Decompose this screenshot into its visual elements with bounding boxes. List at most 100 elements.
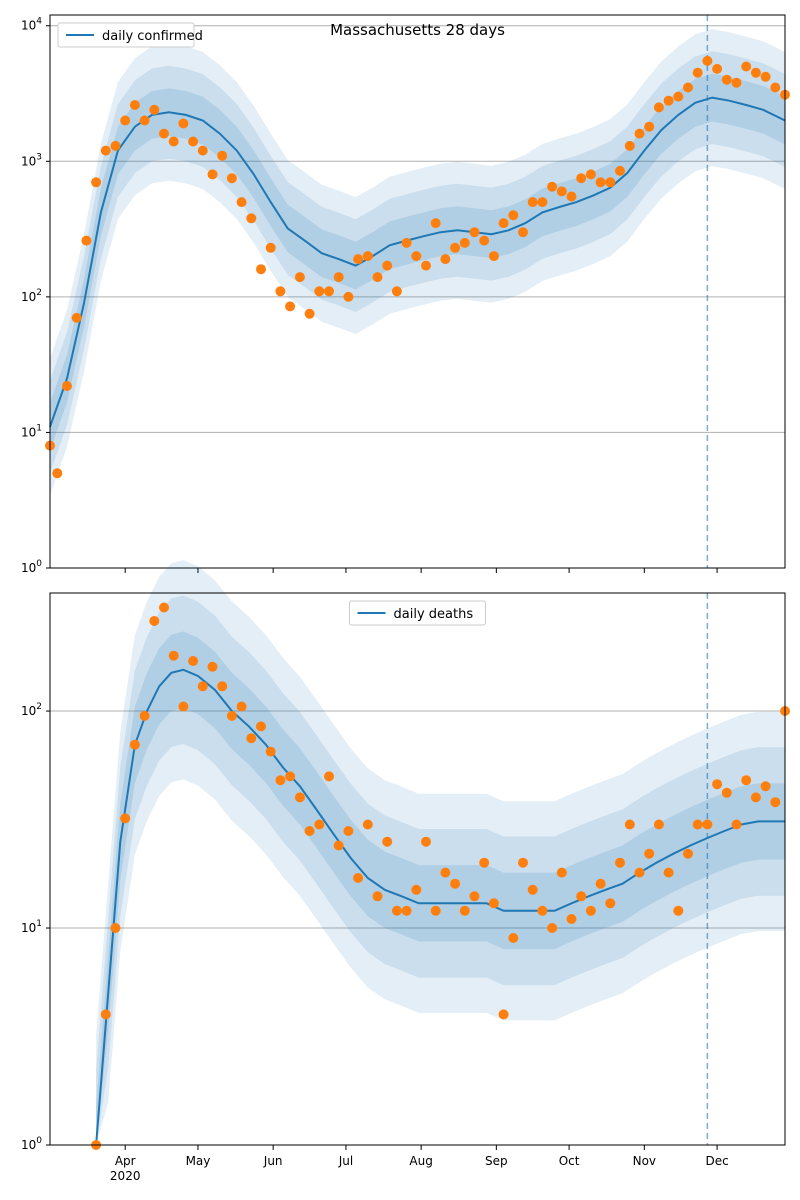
data-point (702, 55, 713, 66)
data-point (401, 905, 412, 916)
data-point (362, 819, 373, 830)
y-tick-label: 100 (21, 559, 42, 575)
data-point (459, 237, 470, 248)
axes-frame (49, 592, 786, 1146)
data-point (333, 840, 344, 851)
data-point (197, 145, 208, 156)
data-point (624, 819, 635, 830)
data-point (653, 102, 664, 113)
data-point (721, 787, 732, 798)
data-point (343, 826, 354, 836)
data-point (702, 819, 713, 830)
data-point (120, 813, 131, 824)
chart-title: Massachusetts 28 days (330, 21, 505, 39)
data-point (770, 797, 781, 808)
data-point (585, 905, 596, 916)
x-tick-label: Aug (409, 1154, 432, 1168)
data-point (566, 914, 577, 924)
data-point (576, 173, 587, 184)
data-point (673, 91, 684, 102)
x-tick-label: Jun (263, 1154, 283, 1168)
x-tick-label: Dec (705, 1154, 728, 1168)
data-point (246, 733, 257, 744)
data-point (236, 197, 247, 208)
data-point (615, 857, 625, 868)
data-point (265, 746, 276, 757)
data-point (411, 884, 422, 895)
data-point (217, 150, 228, 161)
data-point (188, 136, 199, 147)
x-tick-label: Nov (633, 1154, 656, 1168)
data-point (712, 63, 723, 74)
data-point (692, 67, 703, 78)
y-tick-label: 100 (21, 1136, 42, 1152)
y-tick-label: 101 (21, 919, 42, 935)
data-point (479, 857, 490, 868)
data-point (343, 291, 354, 302)
legend-box (349, 600, 486, 626)
data-point (498, 1009, 509, 1020)
data-point (527, 884, 538, 895)
data-point (566, 191, 577, 202)
data-point (314, 819, 325, 830)
data-point (556, 867, 567, 878)
data-point (120, 115, 131, 126)
data-point (644, 121, 655, 132)
data-point (469, 891, 480, 902)
data-point (634, 867, 645, 878)
data-point (459, 905, 470, 916)
chart-panel-1: 100 101 102 103 104 Massachusetts 28 days dail… (21, 14, 790, 575)
data-point (634, 128, 645, 139)
data-point (663, 95, 674, 106)
data-point (353, 873, 364, 883)
data-point (624, 140, 635, 151)
legend-box (57, 22, 195, 48)
data-point (556, 186, 567, 197)
data-point (547, 923, 558, 933)
data-point (537, 197, 548, 208)
data-point (372, 891, 383, 902)
legend-label: daily confirmed (102, 29, 203, 44)
data-point (585, 169, 596, 180)
data-point (537, 905, 548, 916)
data-point (207, 169, 218, 180)
data-point (71, 312, 82, 323)
data-point (615, 165, 625, 176)
data-point (692, 819, 703, 830)
data-point (644, 848, 655, 859)
data-point (382, 260, 393, 271)
data-point (246, 213, 257, 224)
axes-frame (49, 14, 786, 569)
data-point (421, 260, 431, 271)
data-point (653, 819, 664, 830)
data-point (256, 721, 266, 732)
data-point (440, 867, 451, 878)
data-point (100, 1009, 111, 1020)
x-tick-label: May (186, 1154, 211, 1168)
data-point (518, 857, 528, 868)
data-point (479, 235, 490, 246)
data-point (304, 308, 315, 319)
data-point (372, 272, 383, 283)
y-tick-label: 101 (21, 423, 42, 439)
x-tick-label: Sep (485, 1154, 508, 1168)
data-point (430, 905, 441, 916)
data-point (168, 136, 179, 147)
data-point (139, 710, 150, 721)
data-point (159, 128, 169, 139)
y-tick-label: 102 (21, 702, 42, 718)
data-point (236, 701, 247, 712)
data-point (760, 71, 771, 82)
data-point (324, 771, 334, 782)
data-point (469, 227, 480, 238)
data-point (518, 227, 528, 238)
data-point (440, 254, 451, 265)
uncertainty-band-1 (96, 560, 786, 1145)
data-point (362, 251, 373, 262)
data-point (353, 254, 364, 265)
x-tick-label: Jul (338, 1154, 353, 1168)
data-point (450, 878, 461, 889)
data-point (110, 140, 121, 151)
data-point (595, 878, 606, 889)
